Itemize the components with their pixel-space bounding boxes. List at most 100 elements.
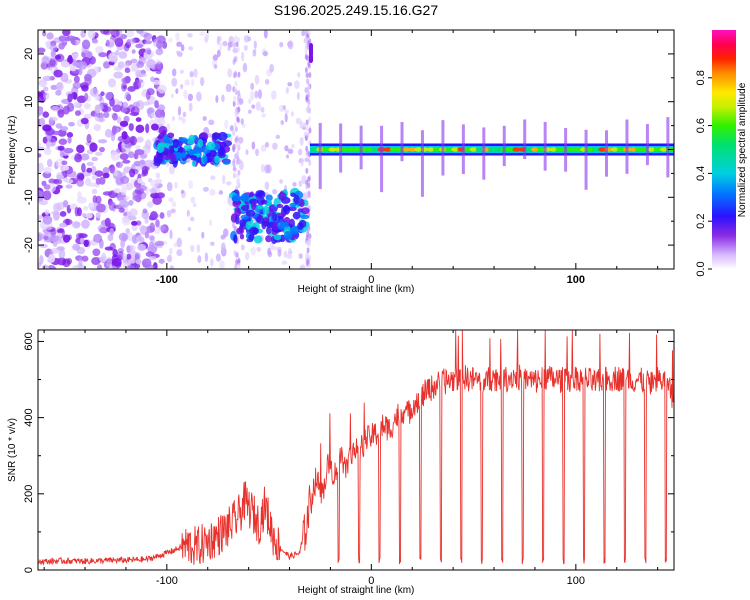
spectral-cell [256, 215, 264, 224]
spectral-cell [123, 211, 128, 217]
spectral-cell [215, 95, 219, 103]
spectral-cell [190, 155, 198, 161]
spectral-cell [62, 165, 70, 171]
spectral-cell [265, 78, 270, 85]
spectral-cell [38, 162, 44, 173]
spectral-cell [232, 100, 236, 107]
spectral-cell [262, 51, 269, 57]
spectral-cell [659, 147, 668, 152]
spectral-cell [254, 74, 260, 85]
spectral-cell [110, 30, 120, 38]
spectral-cell [189, 71, 194, 78]
spectral-cell [297, 222, 304, 231]
spectral-cell [91, 156, 99, 162]
spectral-cell [305, 190, 309, 197]
spectral-cell [282, 204, 291, 215]
spectral-cell [218, 41, 223, 51]
spectral-cell [260, 163, 266, 173]
spectral-cell [202, 155, 208, 164]
x-tick-label: -100 [156, 575, 178, 587]
spectral-cell [122, 215, 129, 224]
spectral-cell [197, 255, 202, 264]
spectral-cell [271, 90, 277, 100]
spectral-cell [107, 78, 117, 88]
spectral-cell [62, 234, 71, 243]
spectral-cell [143, 159, 154, 168]
spectral-cell [156, 39, 163, 50]
spectral-cell [142, 208, 148, 214]
spectral-cell [42, 190, 52, 201]
spectral-cell [68, 121, 75, 127]
snr-plot-area [38, 330, 674, 566]
spectral-cell [155, 172, 161, 179]
spectral-cell [50, 234, 60, 242]
spectral-cell [269, 242, 275, 251]
spectral-cell [171, 68, 177, 77]
spectral-cell [50, 248, 59, 254]
spectral-cell [38, 190, 45, 199]
spectral-cell [187, 227, 192, 232]
spectral-cell [96, 203, 106, 213]
spectral-cell [215, 253, 221, 262]
spectral-cell [293, 194, 300, 205]
spectral-cell [169, 247, 173, 256]
spectral-cell [180, 152, 187, 159]
spectral-cell [62, 200, 69, 208]
spectral-cell [234, 207, 242, 217]
spectral-cell [170, 208, 176, 214]
spectral-cell [308, 192, 312, 199]
spectral-cell [52, 211, 60, 221]
spectral-cell [72, 61, 80, 67]
spectral-cell [94, 170, 104, 177]
spectral-cell [174, 181, 178, 189]
carrier-artifact [359, 125, 363, 170]
spectral-cell [221, 94, 225, 103]
spectral-cell [46, 140, 51, 150]
spectral-cell [190, 244, 195, 252]
spectral-cell [108, 201, 116, 211]
spectral-cell [225, 83, 232, 93]
colorbar-scale [712, 30, 736, 269]
carrier-artifact [482, 127, 486, 180]
spectrogram-y-axis-label: Frequency (Hz) [7, 116, 18, 185]
spectral-cell [237, 262, 241, 269]
spectral-cell [213, 64, 218, 69]
spectral-cell [152, 79, 161, 85]
spectral-cell [139, 159, 146, 165]
spectral-cell [136, 235, 145, 244]
spectral-cell [180, 189, 185, 194]
spectral-cell [156, 192, 166, 199]
spectral-cell [39, 117, 46, 127]
spectral-cell [122, 76, 131, 84]
spectral-cell [86, 133, 92, 144]
spectral-cell [85, 213, 93, 219]
spectral-cell [38, 106, 44, 116]
spectral-cell [104, 217, 111, 228]
spectral-cell [257, 204, 264, 210]
spectral-cell [76, 178, 85, 187]
x-tick-label: 0 [368, 274, 374, 286]
spectral-cell [86, 161, 94, 166]
spectral-cell [308, 127, 312, 134]
spectral-cell [62, 30, 71, 37]
spectral-cell [106, 256, 112, 267]
spectral-cell [80, 30, 86, 38]
spectral-cell [301, 175, 307, 184]
spectral-cell [107, 52, 118, 63]
spectral-cell [155, 48, 164, 56]
spectral-cell [586, 147, 595, 152]
spectral-cell [136, 136, 144, 143]
spectral-cell [53, 69, 63, 78]
spectral-cell [202, 186, 209, 192]
spectral-cell [233, 234, 238, 244]
spectral-cell [305, 72, 309, 79]
spectral-cell [189, 149, 194, 156]
spectral-cell [100, 91, 105, 97]
spectral-cell [134, 144, 141, 150]
spectral-cell [149, 210, 158, 221]
spectral-cell [83, 113, 93, 120]
spectral-cell [42, 215, 53, 225]
spectral-cell [39, 255, 44, 265]
spectral-cell [222, 228, 229, 238]
spectral-cell [41, 264, 50, 269]
